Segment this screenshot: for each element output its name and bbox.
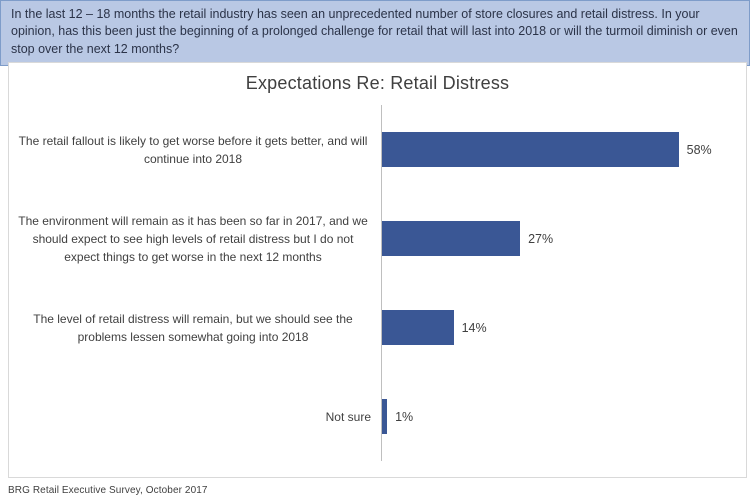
- category-label: Not sure: [325, 409, 371, 424]
- bar-row: The retail fallout is likely to get wors…: [9, 105, 746, 194]
- value-label: 1%: [395, 409, 414, 424]
- chart-title: Expectations Re: Retail Distress: [245, 73, 510, 93]
- bar: [382, 399, 388, 434]
- category-label: The environment will remain as it has be…: [18, 213, 368, 264]
- bar-row: The environment will remain as it has be…: [9, 194, 746, 283]
- bar: [382, 132, 679, 167]
- category-axis-line: [381, 105, 382, 461]
- value-label: 58%: [686, 142, 712, 157]
- value-label: 27%: [528, 231, 554, 246]
- plot-area: The retail fallout is likely to get wors…: [9, 105, 746, 461]
- bar: [382, 310, 454, 345]
- category-label: The level of retail distress will remain…: [33, 311, 353, 344]
- question-box: In the last 12 – 18 months the retail in…: [0, 0, 750, 66]
- bar-chart: Expectations Re: Retail Distress The ret…: [8, 62, 747, 478]
- bar-cell: 1%: [381, 372, 746, 461]
- bar-row: The level of retail distress will remain…: [9, 283, 746, 372]
- source-note: BRG Retail Executive Survey, October 201…: [8, 485, 208, 496]
- bar-cell: 14%: [381, 283, 746, 372]
- value-label: 14%: [461, 320, 487, 335]
- bar-cell: 58%: [381, 105, 746, 194]
- category-label: The retail fallout is likely to get wors…: [18, 133, 368, 166]
- question-text: In the last 12 – 18 months the retail in…: [11, 7, 738, 56]
- bar: [382, 221, 521, 256]
- bar-row: Not sure 1%: [9, 372, 746, 461]
- bar-cell: 27%: [381, 194, 746, 283]
